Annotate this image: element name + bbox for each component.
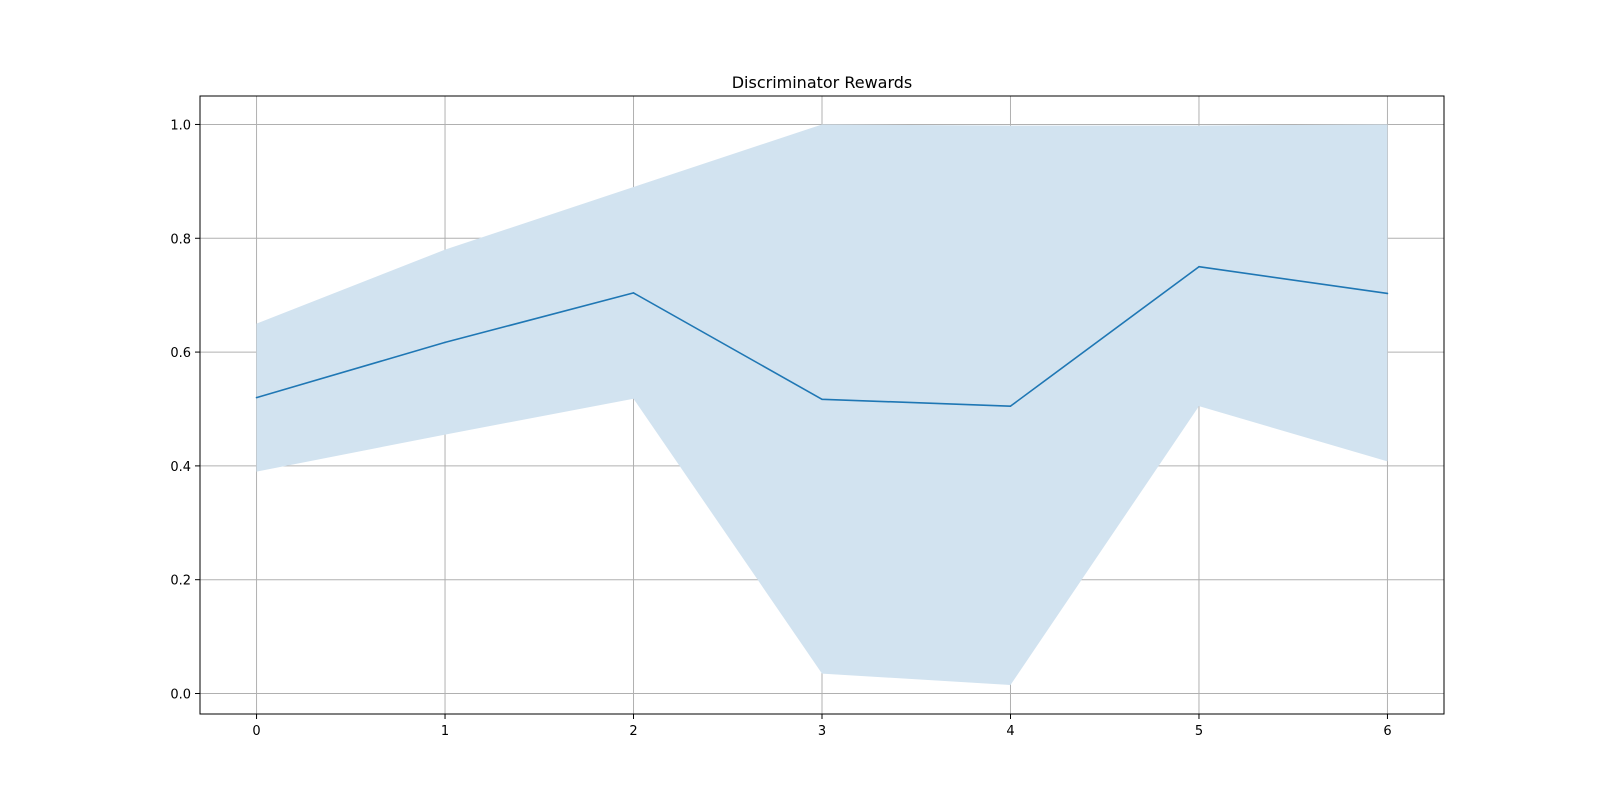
x-tick-label: 6 [1383,724,1391,739]
y-tick-label: 0.4 [170,460,191,475]
data-point [1198,265,1200,268]
data-point [632,292,635,294]
y-tick-label: 0.6 [170,346,191,361]
x-tick-label: 2 [629,724,637,739]
x-tick-label: 1 [441,724,449,739]
data-point [1386,292,1389,295]
x-tick-label: 3 [818,724,826,739]
chart-title: Discriminator Rewards [732,73,913,92]
data-point [444,341,446,344]
y-tick-label: 0.8 [170,232,191,247]
x-tick-label: 5 [1195,724,1203,739]
data-point [821,398,823,401]
band-layer [256,124,1388,685]
y-tick-label: 1.0 [170,118,191,133]
x-tick-label: 4 [1006,724,1014,739]
x-tick-label: 0 [252,724,260,739]
data-point [1009,405,1012,407]
y-tick-label: 0.2 [170,574,191,589]
line-layer [255,265,1389,407]
confidence-band [256,124,1388,685]
tick-layer: 0 1 2 3 4 5 6 0.0 0.2 0.4 0.6 0.8 1.0 [170,118,1391,739]
data-point [255,396,258,399]
y-tick-label: 0.0 [170,688,191,703]
